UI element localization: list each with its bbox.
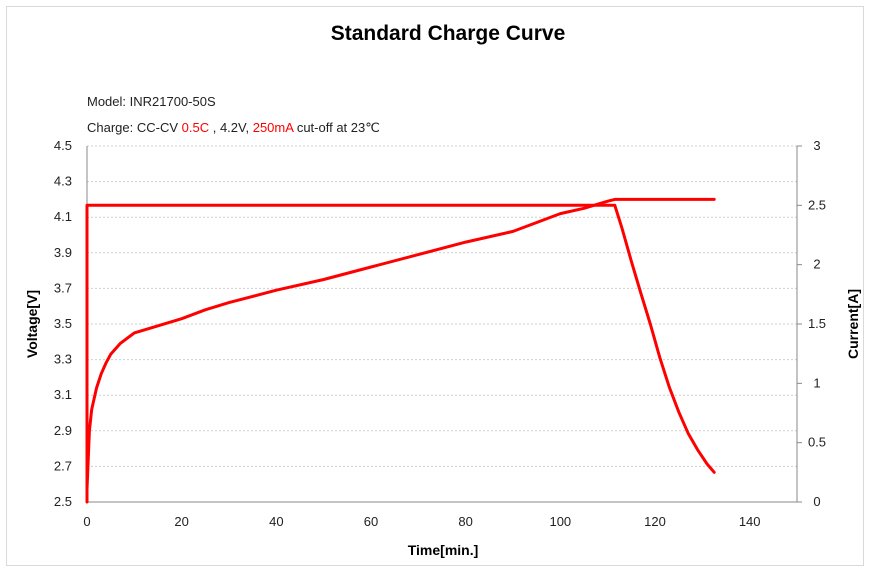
charge-annotation-part: Charge: CC-CV xyxy=(87,120,182,135)
voltage-series-line xyxy=(85,197,716,491)
y-left-tick-label: 4.5 xyxy=(54,138,72,153)
charge-annotation-part: cut-off at 23℃ xyxy=(293,120,380,135)
y-left-tick-label: 3.7 xyxy=(54,280,72,295)
y-left-tick-label: 3.9 xyxy=(54,245,72,260)
y-left-tick-label: 3.5 xyxy=(54,316,72,331)
y-left-tick-label: 2.9 xyxy=(54,423,72,438)
y-left-tick-label: 4.3 xyxy=(54,174,72,189)
y-axis-right-label: Current[A] xyxy=(845,289,861,359)
chart-frame xyxy=(6,6,864,566)
x-tick-label: 140 xyxy=(739,514,761,529)
data-lines xyxy=(85,197,716,504)
x-tick-label: 40 xyxy=(269,514,283,529)
y-left-tick-label: 4.1 xyxy=(54,209,72,224)
y-left-tick-label: 3.1 xyxy=(54,387,72,402)
model-annotation: Model: INR21700-50S xyxy=(87,94,216,109)
y-right-tick-label: 0 xyxy=(813,494,820,509)
x-axis-label: Time[min.] xyxy=(408,542,479,558)
y-right-tick-label: 2 xyxy=(813,257,820,272)
x-tick-label: 80 xyxy=(458,514,472,529)
x-tick-label: 100 xyxy=(549,514,571,529)
y-left-tick-label: 3.3 xyxy=(54,352,72,367)
charge-annotation-part: , 4.2V, xyxy=(209,120,253,135)
y-right-tick-label: 2.5 xyxy=(808,197,826,212)
y-left-tick-label: 2.5 xyxy=(54,494,72,509)
y-axis-left-label: Voltage[V] xyxy=(24,290,40,358)
y-right-tick-label: 1 xyxy=(813,375,820,390)
tick-labels: 2.5 2.7 2.9 3.1 3.3 3.5 3.7 3.9 4.1 4.3 4.5 0 0.5 1 1.… xyxy=(54,138,826,529)
charge-rate-highlight: 0.5C xyxy=(182,120,209,135)
x-tick-label: 60 xyxy=(364,514,378,529)
y-right-tick-label: 3 xyxy=(813,138,820,153)
y-right-tick-label: 0.5 xyxy=(808,435,826,450)
x-tick-label: 0 xyxy=(83,514,90,529)
cutoff-current-highlight: 250mA xyxy=(253,120,295,135)
y-left-tick-label: 2.7 xyxy=(54,458,72,473)
current-series-line xyxy=(85,203,716,504)
x-tick-label: 20 xyxy=(174,514,188,529)
x-tick-label: 120 xyxy=(644,514,666,529)
y-right-tick-label: 1.5 xyxy=(808,316,826,331)
chart-title: Standard Charge Curve xyxy=(331,22,566,45)
charge-annotation: Charge: CC-CV 0.5C , 4.2V, 250mA cut-off… xyxy=(87,120,380,135)
